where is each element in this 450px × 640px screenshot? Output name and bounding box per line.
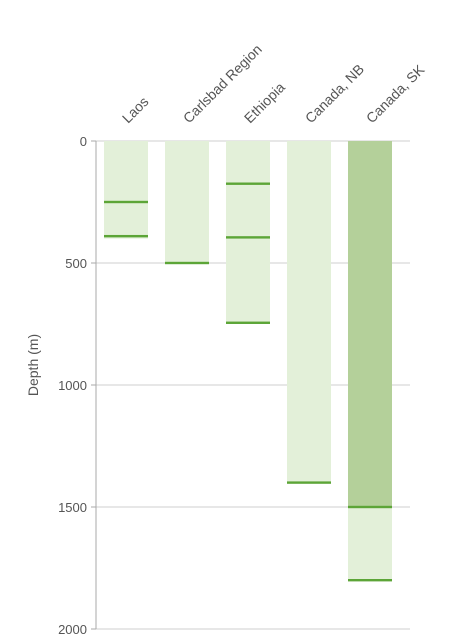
y-tick-label: 0 — [80, 134, 87, 149]
depth-column-highlight — [348, 141, 392, 507]
depth-column — [104, 141, 148, 239]
category-label: Canada, NB — [302, 61, 367, 126]
y-tick-label: 1500 — [58, 500, 87, 515]
depth-marker — [226, 182, 270, 185]
y-tick-label: 500 — [65, 256, 87, 271]
depth-markers — [104, 182, 392, 582]
depth-marker — [226, 236, 270, 239]
category-label: Canada, SK — [363, 61, 428, 126]
y-tick-label: 2000 — [58, 622, 87, 637]
depth-marker — [104, 234, 148, 238]
depth-marker — [348, 579, 392, 582]
category-label: Laos — [119, 93, 152, 126]
y-tick-label: 1000 — [58, 378, 87, 393]
depth-marker — [226, 321, 270, 324]
y-axis: 0 500 1000 1500 2000 — [58, 134, 97, 637]
depth-column — [287, 141, 331, 483]
depth-columns — [104, 141, 392, 581]
depth-marker — [104, 200, 148, 204]
depth-marker — [165, 261, 209, 265]
depth-column — [226, 141, 270, 324]
category-label: Ethiopia — [241, 79, 288, 126]
depth-marker — [287, 481, 331, 484]
depth-column — [165, 141, 209, 263]
y-axis-title: Depth (m) — [25, 334, 41, 396]
depth-marker — [348, 505, 392, 509]
